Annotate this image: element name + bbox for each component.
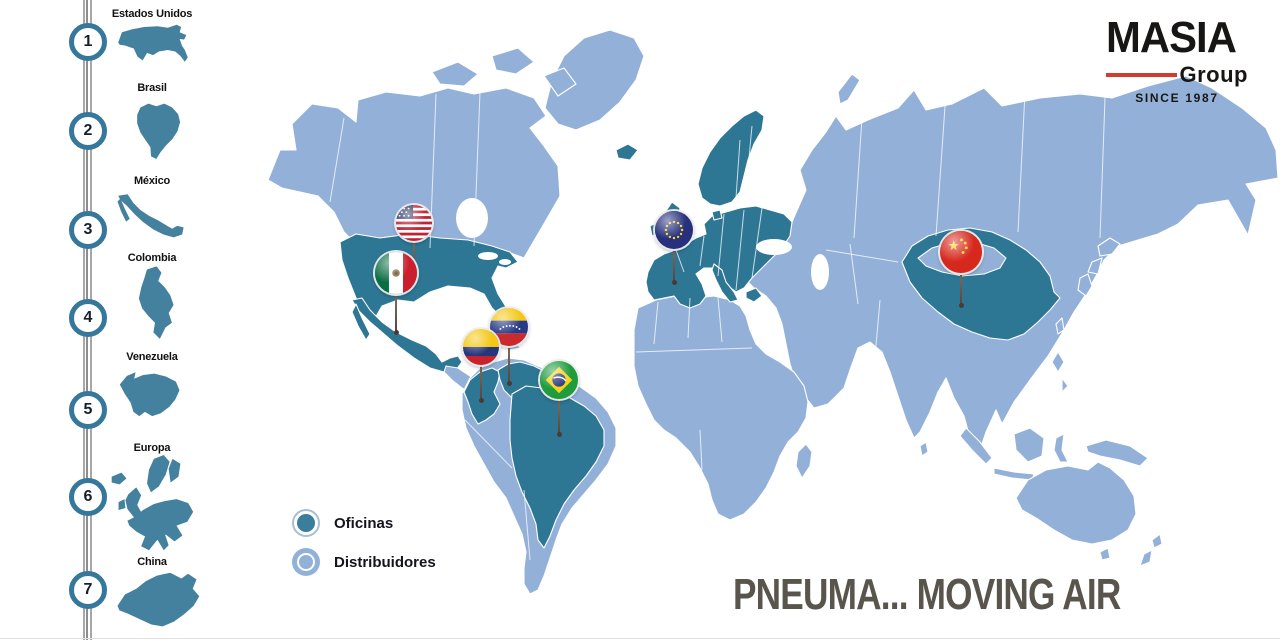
masia-group-logo: MASIA Group SINCE 1987 [1106,16,1248,105]
region-taiwan [1055,317,1065,335]
region-sulawesi [1053,433,1069,463]
legend-label: Oficinas [334,514,394,532]
region-arctic-islands [543,67,577,97]
number-label: 6 [83,488,93,505]
region-africa [633,295,809,521]
eu-flag-icon [655,211,693,249]
pin-stick [506,342,512,386]
usa-flag-icon [396,205,432,241]
region-denmark [711,209,723,221]
map-legend: Oficinas Distribuidores [292,509,436,587]
sidebar-label-venezuela: Venezuela [126,351,178,363]
venezuela-silhouette-icon [119,372,180,417]
china-silhouette-icon [117,572,200,627]
logo-brand-text: MASIA [1106,13,1237,62]
sidebar-label-mexico: México [133,175,171,187]
region-new-guinea [1085,439,1149,467]
caspian-sea [811,254,829,290]
logo-since-text: SINCE 1987 [1135,91,1219,105]
pin-stick [478,361,484,403]
sidebar-label-europa: Europa [133,442,171,454]
region-iceland [615,143,639,161]
brazil-silhouette-icon [137,103,181,160]
pneuma-tagline: PNEUMA... MOVING AIR [733,570,1121,619]
country-borders [329,69,1107,561]
pin-stick [393,290,399,335]
region-greece [745,287,763,303]
region-madagascar [795,443,813,479]
logo-red-line [1106,73,1177,77]
sidebar-number-1: 1 [69,23,107,61]
region-colombia [463,367,501,425]
pin-stick [671,245,677,285]
region-scandinavia [697,109,765,207]
region-novaya-zemlya [837,73,861,105]
sidebar-label-brasil: Brasil [137,82,167,94]
venezuela-flag-icon [490,308,528,346]
region-europe-mainland [645,205,793,309]
region-sri-lanka [919,441,929,457]
usa-silhouette-icon [118,24,188,62]
distributor-circle-icon [292,548,320,576]
number-label: 5 [83,401,93,418]
colombia-silhouette-icon [138,266,174,339]
region-new-zealand [1151,533,1163,549]
sidebar-label-estados-unidos: Estados Unidos [111,8,193,20]
region-philippines [1051,351,1065,373]
brazil-flag-icon [540,361,578,399]
region-australia [1015,461,1137,545]
office-circle-icon [292,509,320,537]
hudson-bay [456,198,488,238]
pin-stick [556,395,562,437]
china-flag-icon [940,231,982,273]
region-new-zealand [1139,549,1153,567]
region-japan [1097,237,1121,257]
sidebar-number-5: 5 [69,391,107,429]
region-mexico [351,297,463,373]
sidebar-number-7: 7 [69,571,107,609]
colombia-flag-icon [463,329,499,365]
mexico-silhouette-icon [117,194,184,238]
region-borneo [1013,427,1045,463]
number-label: 2 [83,122,93,139]
number-label: 4 [83,309,93,326]
region-baja-california [351,303,371,341]
region-greenland [544,29,645,131]
region-arctic-islands [431,61,479,87]
europe-silhouette-icon [111,454,194,551]
region-brazil [509,385,605,549]
number-label: 7 [83,581,93,598]
sidebar-number-2: 2 [69,112,107,150]
legend-label: Distribuidores [334,553,436,571]
number-label: 3 [83,221,93,238]
sidebar-number-6: 6 [69,478,107,516]
region-philippines [1061,377,1069,393]
region-arctic-islands [491,47,535,75]
black-sea [756,239,792,255]
logo-group-text: Group [1179,62,1248,87]
sidebar-label-china: China [137,556,167,568]
number-label: 1 [83,33,93,50]
legend-item-distribuidores: Distribuidores [292,548,436,576]
region-sumatra [959,427,993,465]
legend-item-oficinas: Oficinas [292,509,436,537]
sidebar-number-3: 3 [69,211,107,249]
region-korea [1077,273,1093,297]
sidebar-number-4: 4 [69,299,107,337]
region-tasmania [1099,547,1111,561]
region-japan [1087,257,1103,275]
sidebar-label-colombia: Colombia [127,252,177,264]
great-lakes [499,259,511,265]
region-java [993,467,1035,481]
bottom-border-line [0,638,1280,639]
great-lakes [478,252,498,260]
pin-stick [958,269,964,308]
mexico-flag-icon [375,252,417,294]
